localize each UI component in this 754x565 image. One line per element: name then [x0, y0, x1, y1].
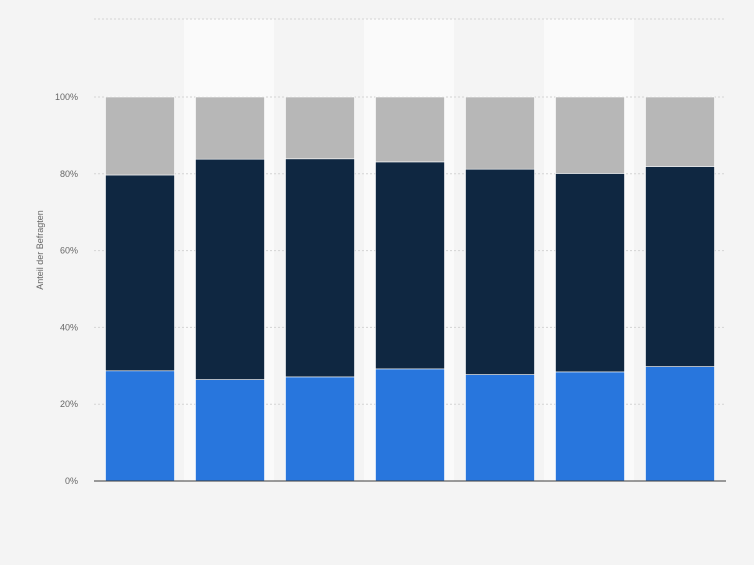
bar-segment [555, 96, 625, 174]
bar-segment [555, 371, 625, 482]
bar-segment [285, 376, 355, 482]
y-tick-label: 40% [60, 322, 78, 332]
bar-segment [375, 96, 445, 163]
bar-segment [645, 366, 715, 482]
y-tick-label: 0% [65, 476, 78, 486]
bar-segment [285, 158, 355, 378]
bar-segment [465, 96, 535, 170]
bar-segment [195, 379, 265, 482]
bar-segment [465, 168, 535, 375]
bar-segment [375, 368, 445, 482]
bar-segment [195, 96, 265, 160]
bar-segment [105, 174, 175, 372]
y-tick-label: 100% [55, 92, 78, 102]
y-tick-label: 60% [60, 246, 78, 256]
bar-stacks [105, 96, 715, 482]
bar-segment [465, 374, 535, 482]
y-axis-label: Anteil der Befragten [35, 210, 45, 290]
bar-segment [375, 161, 445, 370]
bar-segment [285, 96, 355, 160]
bar-segment [195, 158, 265, 380]
bar-segment [645, 96, 715, 167]
bar-segment [555, 173, 625, 373]
y-tick-label: 20% [60, 399, 78, 409]
y-tick-labels: 0% 20% 40% 60% 80% 100% [55, 92, 78, 486]
y-tick-label: 80% [60, 169, 78, 179]
bar-segment [105, 370, 175, 482]
bar-segment [645, 166, 715, 367]
bar-segment [105, 96, 175, 176]
